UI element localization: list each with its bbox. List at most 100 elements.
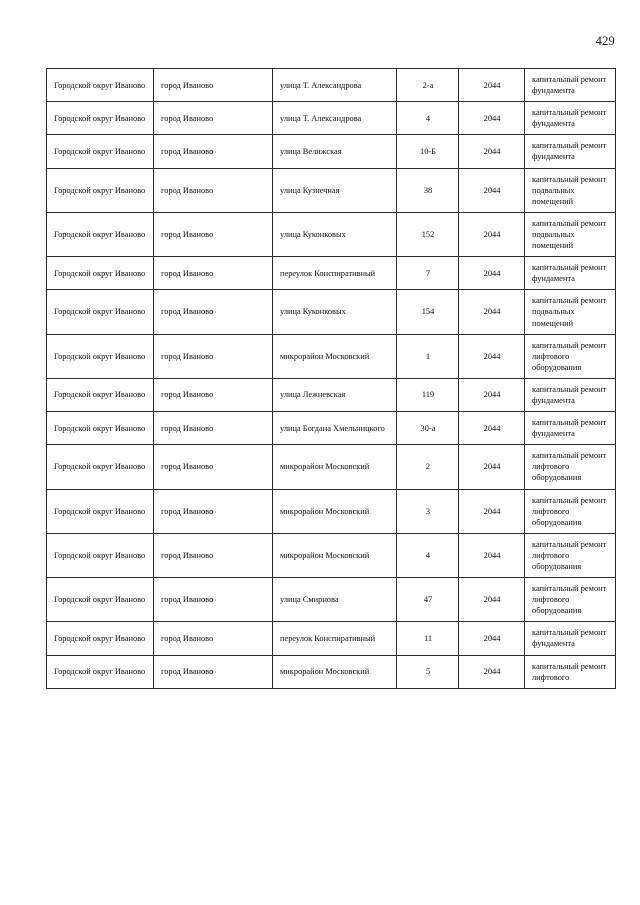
cell-street: микрорайон Московский xyxy=(272,532,397,579)
cell-street: улица Куконковых xyxy=(272,289,397,335)
cell-settlement: город Иваново xyxy=(153,333,273,379)
cell-year: 2044 xyxy=(458,289,525,335)
cell-municipality: Городской округ Иваново xyxy=(46,577,154,623)
table-row: Городской округ Иваново город Иваново улиц… xyxy=(46,134,616,169)
cell-settlement: город Иваново xyxy=(153,101,273,136)
cell-street: переулок Конспиративный xyxy=(272,621,397,656)
table-body: Городской округ Иваново город Иваново улиц… xyxy=(46,67,616,689)
cell-year: 2044 xyxy=(458,532,525,579)
table-row: Городской округ Иваново город Иваново улиц… xyxy=(46,67,616,103)
cell-street: улица Велижская xyxy=(272,134,397,169)
cell-year: 2044 xyxy=(458,211,525,258)
cell-settlement: город Иваново xyxy=(153,256,273,291)
cell-house: 1 xyxy=(396,333,459,379)
cell-street: улица Кузнечная xyxy=(272,167,397,213)
table-row: Городской округ Иваново город Иваново улиц… xyxy=(46,101,616,136)
cell-year: 2044 xyxy=(458,444,525,490)
table-row: Городской округ Иваново город Иваново улиц… xyxy=(46,411,616,446)
cell-street: микрорайон Московский xyxy=(272,444,397,490)
cell-year: 2044 xyxy=(458,333,525,379)
cell-street: улица Смирнова xyxy=(272,577,397,623)
table-row: Городской округ Иваново город Иваново улиц… xyxy=(46,289,616,335)
cell-settlement: город Иваново xyxy=(153,411,273,446)
cell-work: капитальный ремонт фундамента xyxy=(524,411,616,446)
cell-year: 2044 xyxy=(458,101,525,136)
cell-house: 30-а xyxy=(396,411,459,446)
cell-street: улица Лежневская xyxy=(272,377,397,413)
cell-year: 2044 xyxy=(458,488,525,534)
cell-settlement: город Иваново xyxy=(153,532,273,579)
cell-work: капитальный ремонт лифтового оборудовани… xyxy=(524,444,616,490)
cell-settlement: город Иваново xyxy=(153,577,273,623)
table-row: Городской округ Иваново город Иваново улиц… xyxy=(46,377,616,413)
cell-year: 2044 xyxy=(458,256,525,291)
cell-settlement: город Иваново xyxy=(153,654,273,689)
table-row: Городской округ Иваново город Иваново микр… xyxy=(46,488,616,534)
cell-house: 2 xyxy=(396,444,459,490)
cell-work: капитальный ремонт лифтового оборудовани… xyxy=(524,488,616,534)
cell-work: капитальный ремонт подвальных помещений xyxy=(524,167,616,213)
cell-work: капитальный ремонт фундамента xyxy=(524,256,616,291)
cell-year: 2044 xyxy=(458,577,525,623)
cell-municipality: Городской округ Иваново xyxy=(46,67,154,103)
cell-work: капитальный ремонт фундамента xyxy=(524,101,616,136)
cell-house: 152 xyxy=(396,211,459,258)
cell-year: 2044 xyxy=(458,621,525,656)
cell-municipality: Городской округ Иваново xyxy=(46,289,154,335)
cell-work: капитальный ремонт лифтового оборудовани… xyxy=(524,532,616,579)
cell-street: улица Куконковых xyxy=(272,211,397,258)
cell-work: капитальный ремонт фундамента xyxy=(524,67,616,103)
cell-house: 10-Б xyxy=(396,134,459,169)
cell-municipality: Городской округ Иваново xyxy=(46,134,154,169)
table-row: Городской округ Иваново город Иваново микр… xyxy=(46,444,616,490)
cell-street: переулок Конспиративный xyxy=(272,256,397,291)
cell-house: 47 xyxy=(396,577,459,623)
cell-municipality: Городской округ Иваново xyxy=(46,532,154,579)
cell-settlement: город Иваново xyxy=(153,134,273,169)
table-row: Городской округ Иваново город Иваново улиц… xyxy=(46,167,616,213)
cell-house: 7 xyxy=(396,256,459,291)
cell-work: капитальный ремонт лифтового оборудовани… xyxy=(524,333,616,379)
capital-repair-schedule-table: Городской округ Иваново город Иваново улиц… xyxy=(46,67,616,689)
cell-house: 2-а xyxy=(396,67,459,103)
cell-municipality: Городской округ Иваново xyxy=(46,654,154,689)
cell-house: 38 xyxy=(396,167,459,213)
cell-municipality: Городской округ Иваново xyxy=(46,488,154,534)
cell-street: улица Т. Александрова xyxy=(272,101,397,136)
cell-settlement: город Иваново xyxy=(153,67,273,103)
cell-street: улица Т. Александрова xyxy=(272,67,397,103)
cell-work: капитальный ремонт фундамента xyxy=(524,377,616,413)
cell-house: 119 xyxy=(396,377,459,413)
cell-settlement: город Иваново xyxy=(153,377,273,413)
cell-work: капитальный ремонт фундамента xyxy=(524,134,616,169)
cell-house: 154 xyxy=(396,289,459,335)
cell-work: капитальный ремонт лифтового оборудовани… xyxy=(524,577,616,623)
table-row: Городской округ Иваново город Иваново пере… xyxy=(46,256,616,291)
cell-municipality: Городской округ Иваново xyxy=(46,211,154,258)
cell-municipality: Городской округ Иваново xyxy=(46,411,154,446)
table-row: Городской округ Иваново город Иваново улиц… xyxy=(46,211,616,258)
cell-street: микрорайон Московский xyxy=(272,333,397,379)
table-row: Городской округ Иваново город Иваново микр… xyxy=(46,532,616,579)
cell-year: 2044 xyxy=(458,411,525,446)
cell-work: капитальный ремонт фундамента xyxy=(524,621,616,656)
cell-municipality: Городской округ Иваново xyxy=(46,444,154,490)
cell-house: 4 xyxy=(396,101,459,136)
cell-work: капитальный ремонт подвальных помещений xyxy=(524,211,616,258)
cell-settlement: город Иваново xyxy=(153,211,273,258)
cell-municipality: Городской округ Иваново xyxy=(46,167,154,213)
cell-settlement: город Иваново xyxy=(153,444,273,490)
page-number: 429 xyxy=(595,34,615,48)
cell-house: 4 xyxy=(396,532,459,579)
cell-settlement: город Иваново xyxy=(153,289,273,335)
cell-house: 5 xyxy=(396,654,459,689)
cell-settlement: город Иваново xyxy=(153,621,273,656)
cell-municipality: Городской округ Иваново xyxy=(46,377,154,413)
cell-municipality: Городской округ Иваново xyxy=(46,621,154,656)
table-row: Городской округ Иваново город Иваново микр… xyxy=(46,333,616,379)
cell-year: 2044 xyxy=(458,134,525,169)
cell-house: 3 xyxy=(396,488,459,534)
cell-settlement: город Иваново xyxy=(153,488,273,534)
cell-municipality: Городской округ Иваново xyxy=(46,256,154,291)
